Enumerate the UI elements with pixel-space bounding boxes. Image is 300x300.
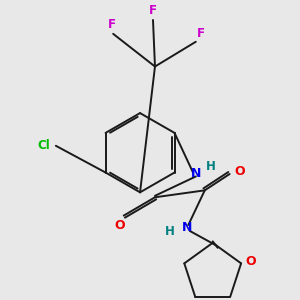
Text: H: H bbox=[206, 160, 216, 172]
Text: Cl: Cl bbox=[38, 139, 50, 152]
Text: F: F bbox=[149, 4, 157, 17]
Text: H: H bbox=[165, 225, 175, 238]
Text: N: N bbox=[182, 221, 192, 235]
Text: N: N bbox=[190, 167, 201, 180]
Text: O: O bbox=[246, 255, 256, 268]
Text: F: F bbox=[108, 19, 116, 32]
Text: O: O bbox=[234, 164, 245, 178]
Text: O: O bbox=[115, 219, 125, 232]
Text: F: F bbox=[197, 27, 205, 40]
